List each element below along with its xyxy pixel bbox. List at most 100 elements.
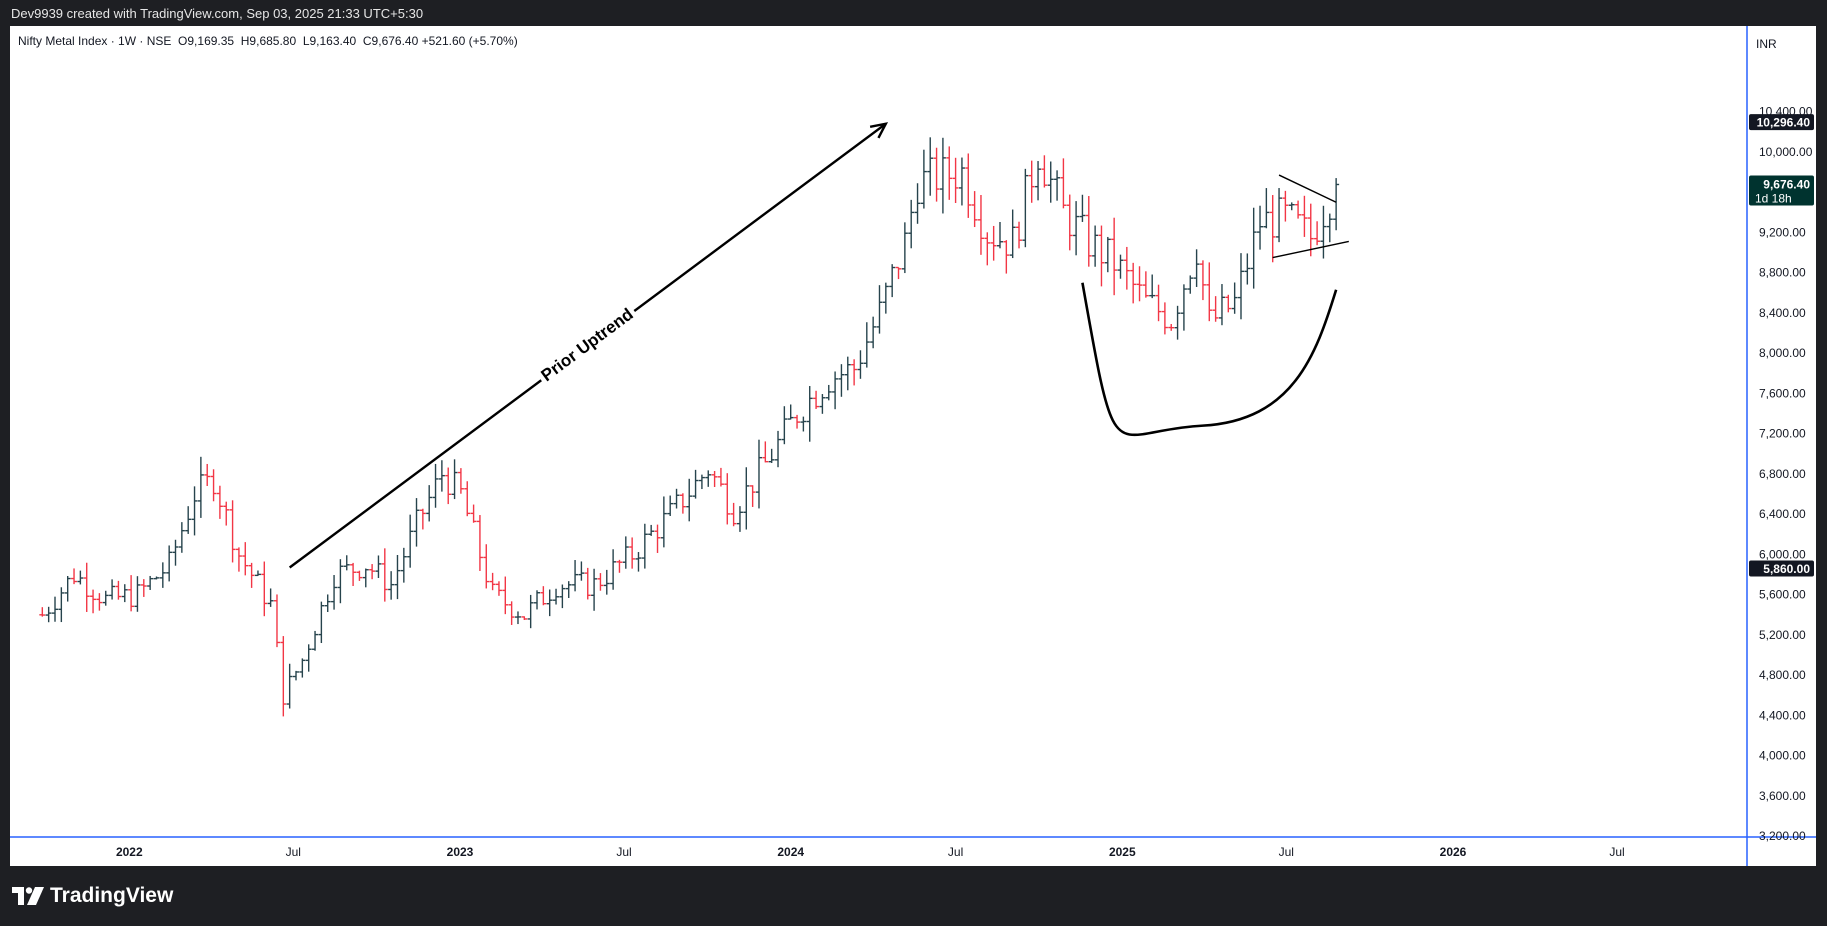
ohlc-bar xyxy=(965,153,972,218)
ohlc-bar xyxy=(369,564,376,580)
ohlc-bar xyxy=(705,470,712,487)
time-tick-label: 2022 xyxy=(116,845,143,859)
tradingview-logo[interactable]: TradingView xyxy=(12,884,173,908)
ohlc-bar xyxy=(229,500,236,563)
time-tick-label: Jul xyxy=(1609,845,1624,859)
price-tick-label: 6,400.00 xyxy=(1759,507,1806,521)
legend-low: L9,163.40 xyxy=(302,34,357,48)
ohlc-bar xyxy=(242,542,249,576)
time-scale[interactable]: 2022 Jul 2023 Jul 2024 Jul 2025 Jul 2026 Jul xyxy=(116,845,1625,859)
ohlc-bar xyxy=(394,554,401,600)
chart-frame[interactable]: Prior Uptrend 3,200.00 3,600.00 4,000.00 4,… xyxy=(10,26,1816,866)
ohlc-bar xyxy=(667,495,674,516)
ohlc-bar xyxy=(521,616,528,620)
ohlc-bar xyxy=(483,544,490,589)
chart-canvas[interactable]: Prior Uptrend 3,200.00 3,600.00 4,000.00 4,… xyxy=(10,26,1816,866)
ohlc-bar xyxy=(1276,188,1283,243)
ohlc-bar xyxy=(140,579,147,597)
consolidation-trendline[interactable] xyxy=(1278,174,1337,203)
ohlc-bar xyxy=(204,463,211,486)
ohlc-bar xyxy=(115,580,122,600)
ohlc-bar xyxy=(1161,302,1168,335)
ohlc-bar xyxy=(939,137,946,214)
ohlc-bar xyxy=(648,524,655,536)
price-tick-label: 8,400.00 xyxy=(1759,306,1806,320)
price-tick-label: 6,000.00 xyxy=(1759,547,1806,561)
ohlc-bar xyxy=(39,607,46,617)
ohlc-bar xyxy=(318,601,325,644)
ohlc-bar xyxy=(350,562,357,586)
legend-close: C9,676.40 xyxy=(362,34,419,48)
ohlc-bar xyxy=(641,523,648,569)
ohlc-bar xyxy=(1136,266,1143,302)
price-tick-label: 8,800.00 xyxy=(1759,266,1806,280)
ohlc-bar xyxy=(261,561,268,617)
ohlc-bar xyxy=(527,594,534,629)
ohlc-bar xyxy=(1098,225,1105,287)
ohlc-bar xyxy=(172,539,179,566)
prior-uptrend-arrow[interactable]: Prior Uptrend xyxy=(288,122,889,569)
ohlc-bar xyxy=(375,555,382,579)
ohlc-bar xyxy=(235,547,242,572)
price-tick-label: 4,400.00 xyxy=(1759,708,1806,722)
price-tick-label: 3,600.00 xyxy=(1759,789,1806,803)
ohlc-bar xyxy=(629,537,636,569)
legend-change: +521.60 (+5.70%) xyxy=(421,34,518,48)
ohlc-bar xyxy=(438,460,445,492)
consolidation-trendline[interactable] xyxy=(1272,240,1349,259)
time-tick-label: 2025 xyxy=(1109,845,1136,859)
price-tick-label: 5,600.00 xyxy=(1759,588,1806,602)
price-scale[interactable]: 3,200.00 3,600.00 4,000.00 4,400.00 4,800.00… xyxy=(1749,105,1814,844)
ohlc-bar xyxy=(1180,284,1187,331)
symbol-title[interactable]: Nifty Metal Index · 1W · NSE xyxy=(18,34,172,48)
ohlc-bar xyxy=(1174,305,1181,340)
ohlc-bar xyxy=(1333,178,1340,231)
ohlc-bar xyxy=(324,594,331,612)
price-tick-label: 9,200.00 xyxy=(1759,225,1806,239)
ohlc-bar xyxy=(293,670,300,681)
ohlc-bar xyxy=(1054,170,1061,201)
price-bars xyxy=(39,137,1340,717)
ohlc-bar xyxy=(210,469,217,502)
ohlc-bar xyxy=(711,470,718,488)
ohlc-bar xyxy=(121,584,128,603)
ohlc-bar xyxy=(495,581,502,596)
ohlc-bar xyxy=(280,636,287,717)
ohlc-bar xyxy=(223,501,230,526)
symbol-legend[interactable]: Nifty Metal Index · 1W · NSE O9,169.35 H… xyxy=(18,34,518,48)
ohlc-bar xyxy=(971,191,978,228)
ohlc-bar xyxy=(603,569,610,595)
ohlc-bar xyxy=(1028,160,1035,203)
ohlc-bar xyxy=(407,514,414,568)
time-tick-label: Jul xyxy=(948,845,963,859)
ohlc-bar xyxy=(1320,205,1327,259)
price-badge-high xyxy=(1749,114,1814,131)
ohlc-bar xyxy=(730,502,737,527)
ohlc-bar xyxy=(58,587,65,623)
ohlc-bar xyxy=(1130,262,1137,304)
ohlc-bar xyxy=(698,474,705,490)
legend-open: O9,169.35 xyxy=(178,34,235,48)
ohlc-bar xyxy=(781,406,788,445)
ohlc-bar xyxy=(343,555,350,571)
ohlc-bar xyxy=(1250,207,1257,289)
ohlc-bar xyxy=(476,515,483,571)
ohlc-bar xyxy=(1326,213,1333,243)
rounding-bottom-arc[interactable] xyxy=(1081,282,1338,437)
ohlc-bar xyxy=(800,416,807,432)
ohlc-bar xyxy=(185,506,192,534)
ohlc-bar xyxy=(464,481,471,517)
ohlc-bar xyxy=(489,572,496,591)
ohlc-bar xyxy=(597,573,604,591)
ohlc-bar xyxy=(1117,254,1124,279)
ohlc-bar xyxy=(635,552,642,572)
price-tick-label: 4,800.00 xyxy=(1759,668,1806,682)
ohlc-bar xyxy=(679,493,686,514)
top-credit-bar: Dev9939 created with TradingView.com, Se… xyxy=(0,0,1827,26)
ohlc-bar xyxy=(134,576,141,612)
price-tick-label: 6,800.00 xyxy=(1759,467,1806,481)
ohlc-bar xyxy=(958,157,965,206)
author-credit: Dev9939 created with TradingView.com, Se… xyxy=(11,6,424,21)
ohlc-bar xyxy=(920,149,927,209)
ohlc-bar xyxy=(153,576,160,580)
